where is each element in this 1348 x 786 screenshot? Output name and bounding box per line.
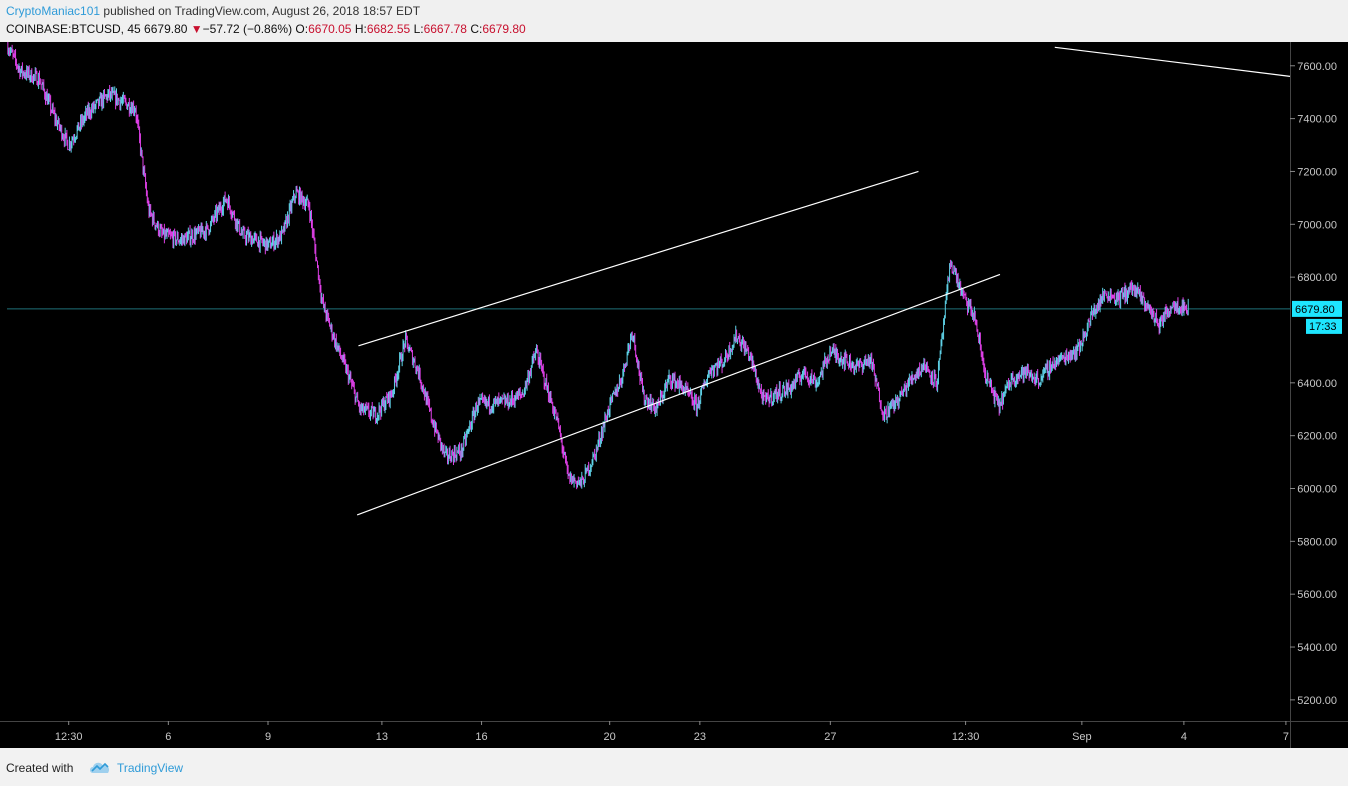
symbol-line: COINBASE:BTCUSD, 45 6679.80 ▼−57.72 (−0.… [6, 22, 526, 36]
symbol-label: COINBASE:BTCUSD, 45 [6, 22, 141, 36]
low-label: L: [413, 22, 424, 36]
y-tick-label: 7400.00 [1297, 114, 1337, 126]
y-tick-label: 5200.00 [1297, 695, 1337, 707]
high-label: H: [354, 22, 367, 36]
last-price-tag-bg [1292, 300, 1342, 317]
y-tick-label: 5600.00 [1297, 589, 1337, 601]
chart-header: CryptoManiac101 published on TradingView… [0, 0, 1348, 42]
tradingview-cloud-icon [90, 762, 110, 773]
change-value: −57.72 (−0.86%) [202, 22, 293, 36]
chart-frame[interactable]: 7600.00 7400.00 7200.00 7000.00 6800.00 6400.… [0, 42, 1348, 748]
tradingview-brand-link[interactable]: TradingView [117, 761, 184, 775]
author-link[interactable]: CryptoManiac101 [6, 4, 101, 18]
countdown-tag: 17:33 [1309, 321, 1337, 333]
low-value: 6667.78 [423, 22, 467, 36]
x-tick-label: 16 [475, 731, 487, 743]
x-tick-label: 27 [824, 731, 836, 743]
x-tick-label: 12:30 [952, 731, 980, 743]
close-label: C: [470, 22, 483, 36]
x-tick-label: Sep [1072, 731, 1092, 743]
price-chart[interactable]: 7600.00 7400.00 7200.00 7000.00 6800.00 6400.… [0, 42, 1348, 748]
last-price-tag: 6679.80 [1295, 304, 1335, 316]
chart-background [0, 42, 1348, 748]
x-tick-label: 6 [165, 731, 171, 743]
long-term-resistance-trendline [1054, 46, 1291, 77]
x-tick-label: 7 [1283, 731, 1289, 743]
publish-line: CryptoManiac101 published on TradingView… [6, 4, 420, 18]
x-tick-label: 23 [694, 731, 706, 743]
x-tick-label: 20 [604, 731, 616, 743]
x-tick-label: 13 [376, 731, 388, 743]
x-tick-label: 4 [1181, 731, 1187, 743]
x-tick-label: 9 [265, 731, 271, 743]
y-tick-label: 6000.00 [1297, 484, 1337, 496]
open-label: O: [295, 22, 309, 36]
y-tick-label: 6800.00 [1297, 272, 1337, 284]
countdown-tag-bg [1306, 318, 1342, 334]
channel-upper-trendline [358, 170, 919, 347]
y-tick-label: 6200.00 [1297, 431, 1337, 443]
down-arrow-icon: ▼ [190, 22, 203, 36]
y-tick-label: 7000.00 [1297, 219, 1337, 231]
footer: Created with TradingView [0, 748, 1348, 786]
last-price-value: 6679.80 [144, 22, 188, 36]
close-value: 6679.80 [482, 22, 526, 36]
y-tick-label: 7600.00 [1297, 61, 1337, 73]
high-value: 6682.55 [366, 22, 411, 36]
y-tick-label: 7200.00 [1297, 166, 1337, 178]
y-tick-label: 5400.00 [1297, 642, 1337, 654]
y-tick-label: 6400.00 [1297, 378, 1337, 390]
published-text: published on TradingView.com, August 26,… [100, 4, 421, 18]
x-tick-label: 12:30 [55, 731, 83, 743]
y-tick-label: 5800.00 [1297, 536, 1337, 548]
open-value: 6670.05 [308, 22, 352, 36]
channel-lower-trendline [356, 273, 1001, 516]
created-with-text: Created with [6, 761, 74, 775]
